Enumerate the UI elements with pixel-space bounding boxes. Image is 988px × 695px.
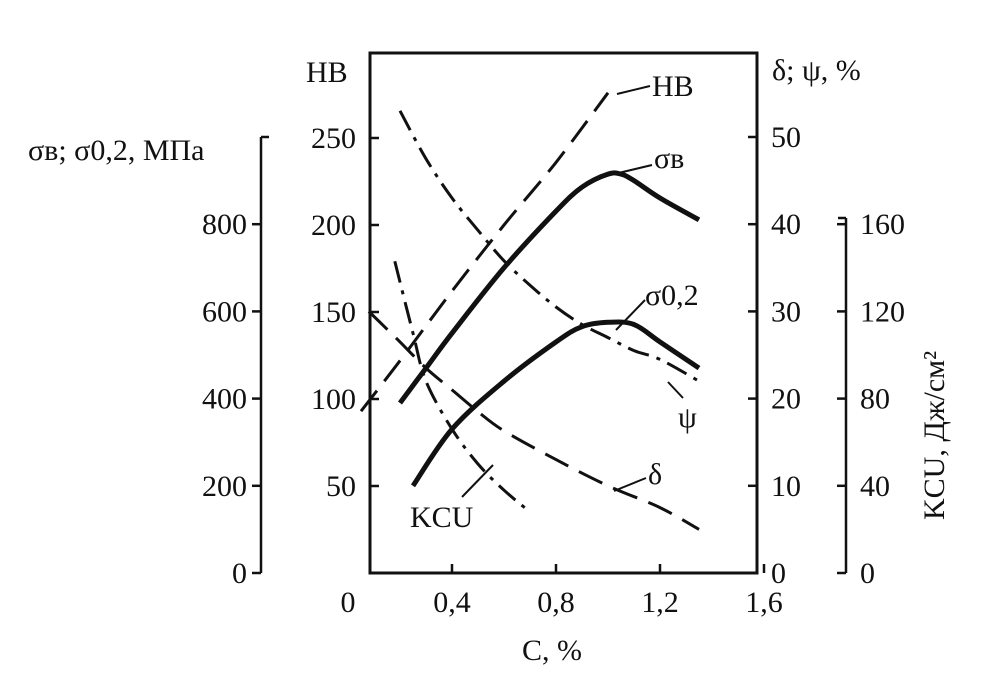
tick-layer: 0200400600800501001502002500102030405004… (202, 121, 905, 619)
ductility-tick-label: 40 (771, 208, 801, 241)
kcu-tick-label: 0 (860, 557, 875, 590)
delta_curve-label: δ (648, 458, 662, 491)
hb-tick-label: 100 (311, 383, 356, 416)
hb-tick-label: 250 (311, 122, 356, 155)
curve-δ (367, 310, 700, 531)
x-axis-title: C, % (522, 634, 582, 667)
curve-ψ (398, 110, 700, 383)
curve-layer (359, 91, 701, 531)
kcu_curve-label: KCU (410, 501, 474, 534)
strength-tick-label: 800 (202, 208, 247, 241)
kcu_curve-leader-line (461, 464, 494, 498)
x-tick-label: 1,2 (641, 586, 679, 619)
curve-label-layer: НВ σв σ0,2 ψδ KCU (410, 70, 699, 534)
strength-axis-title: σв; σ0,2, МПа (28, 134, 205, 167)
ductility-axis-title: δ; ψ, % (772, 54, 861, 87)
sigma_b_curve-leader-line (605, 164, 653, 177)
hb-axis-title: НВ (306, 56, 348, 89)
sigma02_curve-label: σ0,2 (645, 279, 699, 312)
psi_curve-leader-line (667, 381, 684, 399)
sigma_b_curve-label: σв (654, 142, 684, 175)
sigma02_curve-leader-line (615, 299, 646, 331)
kcu-axis-title: KCU, Дж/см² (918, 351, 951, 520)
hb-tick-label: 200 (311, 209, 356, 242)
strength-tick-label: 200 (202, 470, 247, 503)
hb_curve-label: НВ (652, 70, 694, 103)
ductility-tick-label: 50 (771, 121, 801, 154)
strength-tick-label: 600 (202, 295, 247, 328)
psi_curve-label: ψ (678, 401, 697, 434)
x-tick-label: 0 (341, 586, 356, 619)
kcu-tick-label: 80 (860, 383, 890, 416)
x-tick-label: 0,8 (537, 586, 575, 619)
curve-σв (397, 170, 701, 405)
hb_curve-leader-line (616, 85, 651, 95)
ductility-tick-label: 0 (771, 557, 786, 590)
x-tick-label: 0,4 (433, 586, 471, 619)
strength-tick-label: 400 (202, 383, 247, 416)
hb-tick-label: 50 (326, 470, 356, 503)
kcu-tick-label: 120 (860, 295, 905, 328)
curve-НВ (359, 91, 610, 413)
x-tick-label: 1,6 (745, 586, 783, 619)
delta_curve-leader-line (613, 477, 647, 492)
ductility-tick-label: 30 (771, 295, 801, 328)
ductility-tick-label: 10 (771, 470, 801, 503)
curve-σ0,2 (410, 319, 701, 488)
kcu-tick-label: 160 (860, 208, 905, 241)
kcu-tick-label: 40 (860, 470, 890, 503)
hb-tick-label: 150 (311, 296, 356, 329)
strength-tick-label: 0 (232, 557, 247, 590)
ductility-tick-label: 20 (771, 383, 801, 416)
curve-KCU (393, 260, 531, 514)
